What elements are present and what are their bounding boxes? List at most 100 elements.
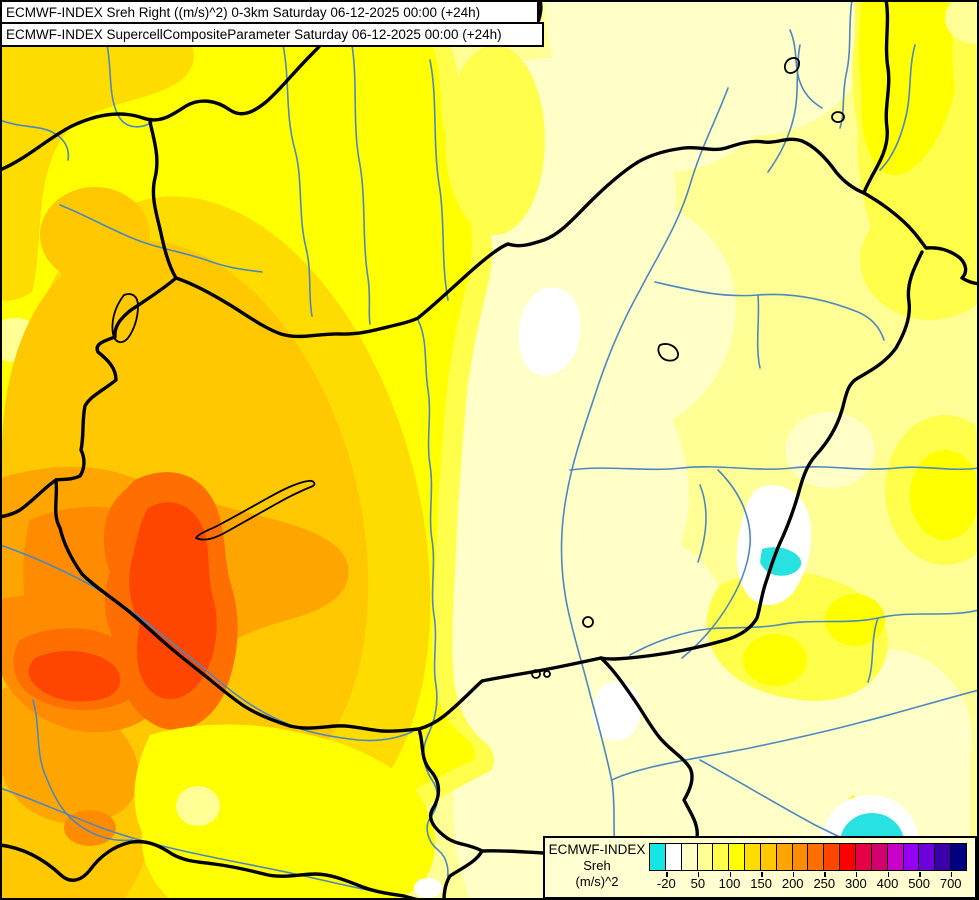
legend-tickmark-1 [697, 872, 700, 877]
legend-parameter: Sreh [583, 858, 611, 873]
lake-small-5 [831, 111, 845, 123]
river-sava [0, 787, 386, 895]
border-croatia-serbia-danube [417, 727, 484, 900]
river-maros [611, 689, 979, 781]
river-mura [32, 699, 133, 842]
border-hungary-serbia [417, 656, 603, 731]
legend-ticklabel-1: 50 [690, 876, 706, 891]
river-upper-right [654, 281, 885, 341]
river-koros [629, 609, 979, 656]
river-nw-2 [59, 204, 263, 273]
border-northwest [0, 0, 358, 172]
contour-cream-top [545, 0, 880, 173]
legend-units: (m/s)^2 [575, 874, 619, 889]
contour-white-bottom-small [414, 878, 442, 898]
legend-cell-19 [951, 844, 966, 870]
legend-ticklabel-8: 500 [908, 876, 930, 891]
contour-redorange-southwest [28, 650, 121, 702]
contour-yellow-northeast [859, 0, 955, 176]
legend-tickmark-8 [919, 872, 921, 877]
river-tisza [560, 87, 729, 900]
lake-small-3 [543, 670, 551, 678]
contour-white-center-north [518, 287, 581, 376]
border-austria-hungary-south [0, 276, 178, 519]
contour-orange-stack [0, 45, 431, 900]
legend-cell-0 [650, 844, 666, 870]
river-east-1 [681, 469, 751, 659]
legend-tickmark-5 [824, 872, 826, 877]
legend-ticklabel-3: 150 [750, 876, 772, 891]
border-croatia-hungary-drava [54, 478, 421, 733]
contour-pale-spot-bottom [176, 786, 220, 826]
river-danube-south [417, 319, 449, 900]
legend-cell-11 [824, 844, 841, 870]
legend-tickmark-0 [666, 872, 668, 877]
title-line-2: ECMWF-INDEX SupercellCompositeParameter … [0, 22, 544, 47]
legend-tickmark-2 [729, 872, 731, 877]
border-serbia-romania [599, 656, 699, 840]
legend-title: ECMWF-INDEX [548, 842, 646, 857]
legend-ticklabel-4: 200 [781, 876, 804, 891]
river-center-right [569, 466, 979, 471]
contour-white-south-center [592, 681, 641, 741]
river-upper-right-branch [756, 294, 761, 369]
border-ukraine-romania [862, 191, 979, 286]
contour-yellow-se-core-1 [743, 634, 807, 686]
border-slovakia-hungary [174, 137, 866, 339]
river-nw-4 [351, 44, 371, 325]
border-croatia-serbia-east-spur [480, 849, 545, 855]
contour-cream-group [428, 0, 972, 900]
river-ne-2 [839, 0, 853, 129]
legend-cell-16 [903, 844, 920, 870]
border-austria-hungary-north [148, 120, 178, 280]
legend-cell-6 [745, 844, 761, 870]
river-ne-3 [879, 44, 916, 171]
lake-ferto [111, 293, 139, 344]
legend-tickmark-3 [761, 872, 763, 877]
border-hungary-romania [599, 250, 924, 661]
legend-cell-12 [840, 844, 856, 870]
legend-cell-5 [729, 844, 746, 870]
legend-cell-18 [935, 844, 952, 870]
border-sava-south [0, 839, 420, 900]
legend-cell-4 [713, 844, 730, 870]
legend-tickmark-7 [887, 872, 889, 877]
lake-small-4 [783, 57, 800, 74]
legend-ticklabel-7: 400 [876, 876, 899, 891]
legend-cell-13 [855, 844, 872, 870]
legend-ticklabel-5: 250 [813, 876, 836, 891]
border-ukraine-north [862, 0, 891, 195]
contour-redorange-core [129, 502, 217, 700]
legend-ticklabel-9: 700 [939, 876, 962, 891]
river-drava [0, 544, 413, 742]
legend-tickmark-6 [855, 872, 858, 877]
legend-cell-2 [681, 844, 698, 870]
legend-cell-10 [808, 844, 825, 870]
lake-small-1 [582, 616, 594, 628]
river-east-2 [697, 484, 707, 563]
legend-ticklabel-0: -20 [656, 876, 676, 891]
legend-cell-14 [871, 844, 888, 870]
contour-pale-ne-corner [945, 0, 979, 44]
legend-cell-9 [792, 844, 809, 870]
river-nw-5 [429, 59, 449, 301]
legend-cell-7 [760, 844, 777, 870]
contour-yellow-right-core [910, 450, 979, 540]
legend-tickmark-4 [792, 872, 795, 877]
legend-cell-3 [697, 844, 714, 870]
legend-cell-8 [776, 844, 793, 870]
river-nw-6 [0, 119, 70, 161]
contour-golden-topleft [0, 45, 194, 301]
lakes-group [111, 57, 845, 679]
legend-cell-1 [665, 844, 682, 870]
legend-ticklabel-2: 100 [718, 876, 741, 891]
legend-cell-17 [919, 844, 936, 870]
contour-cream-right-spot [785, 412, 875, 488]
lake-tisza-to [657, 343, 679, 362]
river-koros-branch [867, 617, 879, 683]
river-nw-3 [282, 44, 313, 317]
